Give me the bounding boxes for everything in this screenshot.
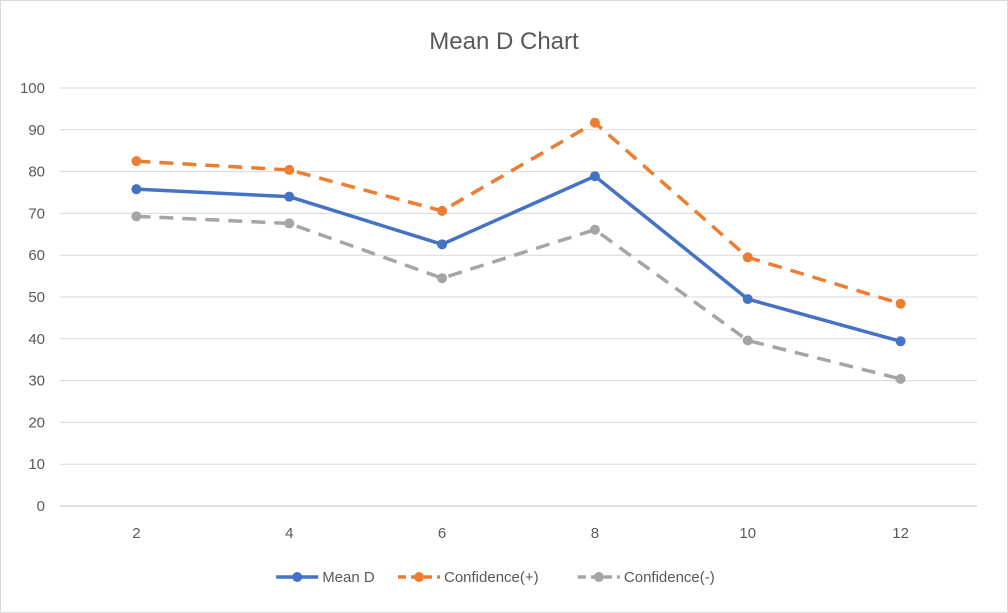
data-point: [131, 184, 142, 195]
legend-label: Confidence(+): [444, 569, 539, 586]
legend-marker: [593, 572, 604, 582]
y-tick-label: 80: [28, 164, 45, 181]
data-point: [284, 191, 295, 202]
x-tick-label: 10: [739, 525, 756, 542]
data-point: [895, 298, 906, 309]
x-tick-label: 12: [892, 525, 909, 542]
data-point: [589, 171, 600, 182]
data-point: [589, 117, 600, 128]
data-point: [284, 218, 295, 229]
y-tick-label: 0: [37, 498, 45, 515]
data-point: [437, 239, 448, 250]
y-tick-label: 70: [28, 205, 45, 222]
gridlines: [60, 87, 977, 507]
x-tick-label: 2: [132, 525, 140, 542]
x-tick-label: 8: [591, 525, 599, 542]
legend-marker: [414, 572, 424, 582]
data-point: [437, 273, 448, 284]
y-tick-label: 20: [28, 414, 45, 431]
legend-item: Confidence(-): [577, 569, 715, 586]
series-1: [131, 171, 906, 347]
data-point: [742, 252, 753, 263]
y-tick-label: 30: [28, 373, 45, 390]
series-group: [131, 117, 906, 384]
y-tick-label: 10: [28, 456, 45, 473]
data-point: [895, 373, 906, 384]
series-line: [136, 120, 902, 306]
x-tick-label: 6: [438, 525, 446, 542]
legend-label: Mean D: [322, 569, 375, 586]
data-point: [437, 205, 448, 216]
y-tick-label: 40: [28, 331, 45, 348]
y-tick-label: 90: [28, 122, 45, 139]
chart-title: Mean D Chart: [429, 28, 579, 55]
y-tick-label: 50: [28, 289, 45, 306]
data-point: [742, 294, 753, 305]
legend-marker: [292, 572, 303, 582]
series-line: [136, 174, 902, 343]
data-point: [895, 336, 906, 347]
y-axis-ticks: 0 10 20 30 40 50 60 70 80 90 100: [20, 80, 45, 515]
data-point: [742, 335, 753, 346]
series-2: [131, 117, 906, 309]
legend-item: Confidence(+): [398, 569, 539, 586]
series-3: [131, 211, 906, 384]
legend: Mean D Confidence(+) Confidence(-): [276, 569, 715, 586]
x-axis-ticks: 2 4 6 8 10 12: [132, 525, 909, 542]
data-point: [131, 156, 142, 167]
data-point: [589, 224, 600, 235]
y-tick-label: 60: [28, 247, 45, 264]
x-tick-label: 4: [285, 525, 293, 542]
y-tick-label: 100: [20, 80, 45, 97]
data-point: [284, 164, 295, 175]
legend-item: Mean D: [276, 569, 375, 586]
series-line: [136, 214, 902, 381]
legend-label: Confidence(-): [624, 569, 715, 586]
data-point: [131, 211, 142, 222]
